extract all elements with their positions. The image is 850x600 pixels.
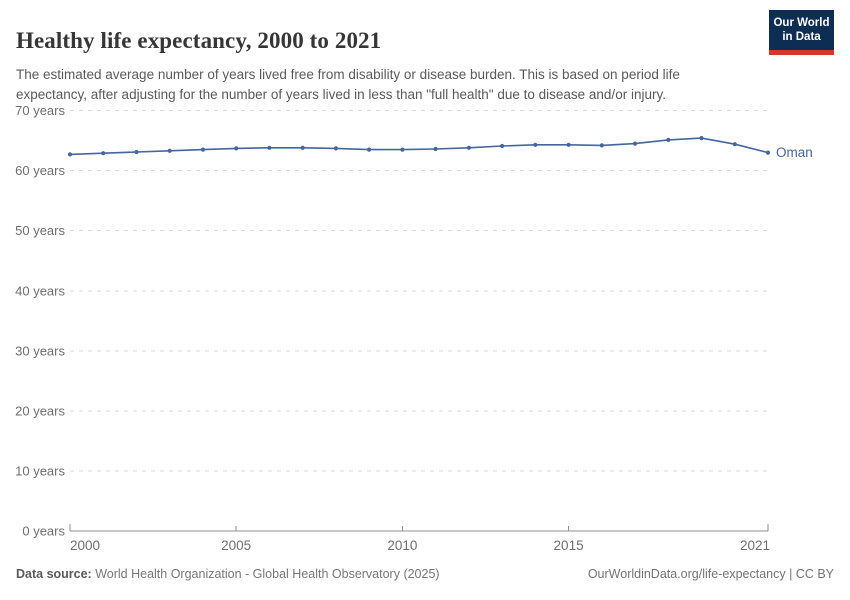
- owid-logo-line1: Our World: [773, 17, 830, 29]
- series-end-label-oman[interactable]: Oman: [776, 145, 813, 160]
- chart-title: Healthy life expectancy, 2000 to 2021: [16, 28, 382, 54]
- owid-logo-line2: in Data: [782, 31, 821, 44]
- data-point[interactable]: [101, 151, 106, 156]
- data-point[interactable]: [666, 137, 671, 142]
- data-point[interactable]: [599, 143, 604, 148]
- y-tick-label: 60 years: [15, 163, 65, 178]
- footer-link[interactable]: OurWorldinData.org/life-expectancy | CC …: [587, 567, 834, 581]
- chart-footer: Data source: World Health Organization -…: [16, 567, 834, 581]
- x-tick-label: 2000: [70, 538, 100, 553]
- data-point[interactable]: [699, 136, 704, 141]
- data-point[interactable]: [167, 148, 172, 153]
- y-tick-label: 50 years: [15, 223, 65, 238]
- data-point[interactable]: [267, 145, 272, 150]
- series-line-oman[interactable]: [69, 137, 769, 156]
- data-point[interactable]: [333, 146, 338, 151]
- y-tick-label: 70 years: [15, 103, 65, 118]
- x-tick-label: 2021: [740, 538, 770, 553]
- data-point[interactable]: [632, 141, 638, 146]
- data-point[interactable]: [400, 147, 405, 152]
- y-tick-label: 30 years: [15, 343, 65, 358]
- y-tick-label: 0 years: [22, 524, 65, 539]
- data-point[interactable]: [500, 143, 505, 149]
- data-point[interactable]: [433, 146, 438, 152]
- x-tick-label: 2010: [387, 538, 417, 553]
- chart-subtitle: The estimated average number of years li…: [16, 66, 680, 102]
- data-point[interactable]: [367, 147, 372, 152]
- x-tick-label: 2015: [554, 538, 584, 553]
- owid-logo[interactable]: Our World in Data: [769, 10, 834, 55]
- y-tick-label: 10 years: [15, 464, 65, 479]
- data-point[interactable]: [300, 145, 305, 150]
- data-point[interactable]: [765, 150, 771, 155]
- data-source-label: Data source:: [16, 567, 92, 581]
- data-source-note: Data source: World Health Organization -…: [16, 567, 440, 581]
- x-tick-label: 2005: [221, 538, 251, 553]
- data-point[interactable]: [566, 142, 571, 147]
- data-point[interactable]: [200, 147, 206, 152]
- data-source-text: World Health Organization - Global Healt…: [91, 567, 440, 581]
- data-point[interactable]: [533, 142, 538, 147]
- data-point[interactable]: [67, 152, 73, 157]
- data-point[interactable]: [134, 149, 139, 155]
- data-point[interactable]: [234, 146, 239, 151]
- data-point[interactable]: [466, 145, 471, 150]
- data-point[interactable]: [732, 142, 737, 147]
- y-tick-label: 40 years: [15, 283, 65, 298]
- y-tick-label: 20 years: [15, 404, 65, 419]
